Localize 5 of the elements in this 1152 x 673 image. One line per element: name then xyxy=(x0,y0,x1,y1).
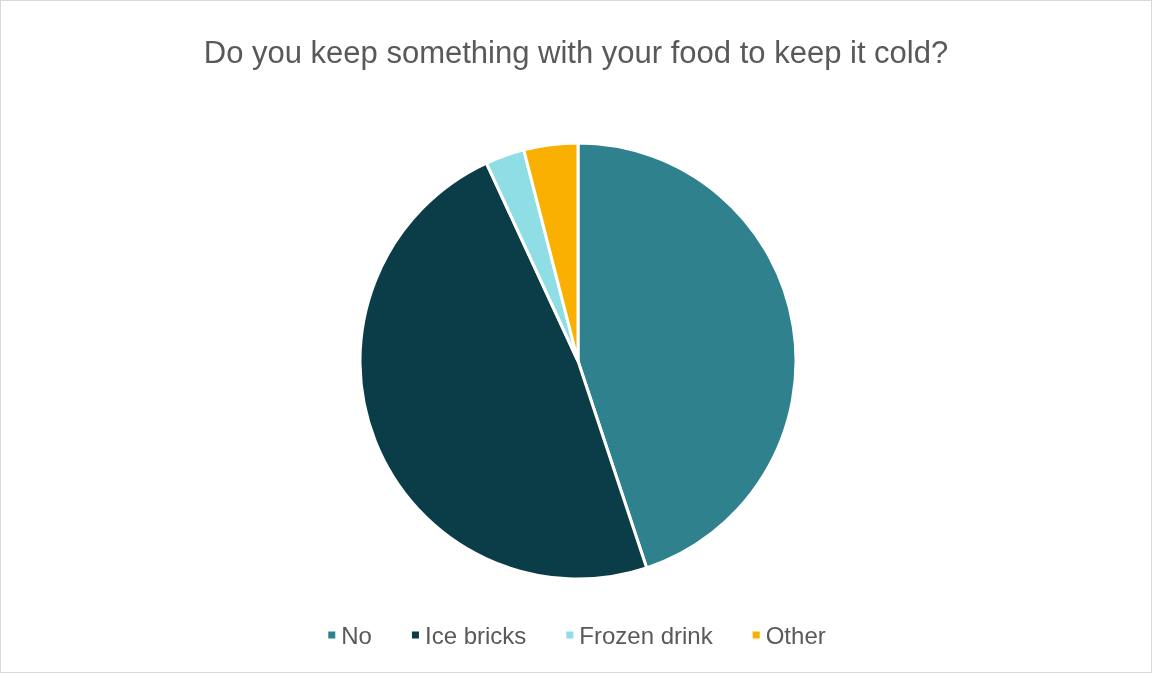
chart-title: Do you keep something with your food to keep it cold? xyxy=(203,34,949,70)
legend-label: Other xyxy=(765,621,826,649)
legend-label: Frozen drink xyxy=(579,621,714,649)
legend-label: No xyxy=(341,621,372,649)
legend-label: Ice bricks xyxy=(424,621,527,649)
